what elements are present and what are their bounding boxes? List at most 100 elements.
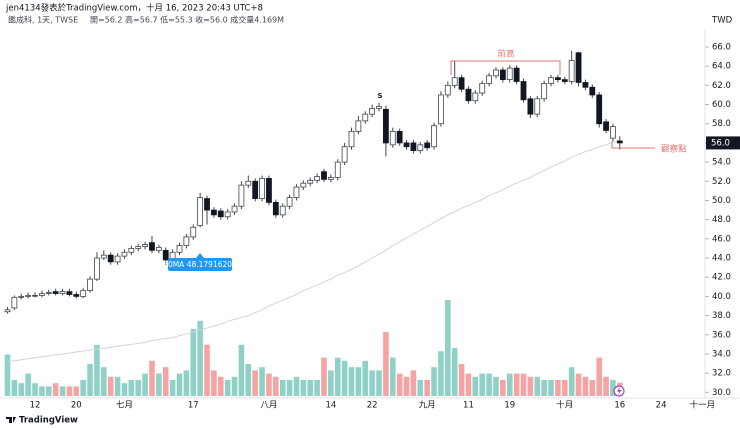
volume-bar xyxy=(369,370,375,396)
ma-label-box xyxy=(168,258,232,271)
candle-body xyxy=(424,142,431,149)
chart-title: jen4134發表於TradingView.com，十月 16, 2023 20… xyxy=(5,3,263,14)
volume-bar xyxy=(506,373,513,396)
y-tick-label: 58.0 xyxy=(712,119,731,129)
candle-body xyxy=(382,108,389,144)
volume-bar xyxy=(107,376,114,396)
volume-bar xyxy=(4,354,11,396)
volume-bar xyxy=(149,360,155,396)
candle-body xyxy=(355,120,362,132)
volume-bar xyxy=(486,373,492,396)
candle-body xyxy=(520,81,527,101)
prev-high-line xyxy=(450,60,561,75)
candle-body xyxy=(259,178,265,199)
volume-bar xyxy=(479,373,486,396)
candle-body xyxy=(327,177,334,180)
x-tick-label: 20 xyxy=(71,401,82,411)
volume-bar xyxy=(410,370,417,396)
volume-bar xyxy=(493,376,499,396)
y-tick-label: 44.0 xyxy=(712,254,731,264)
volume-bar xyxy=(520,373,527,396)
candle-body xyxy=(293,186,300,198)
x-tick-label: 19 xyxy=(504,401,515,411)
candle-body xyxy=(87,278,93,292)
volume-bar xyxy=(286,380,293,396)
candle-body xyxy=(321,171,327,180)
volume-bar xyxy=(45,386,52,396)
signal-marker: S xyxy=(377,92,382,100)
brand: TradingView xyxy=(19,416,78,426)
candle-body xyxy=(513,67,520,82)
currency: TWD xyxy=(711,16,733,26)
volume-bar xyxy=(403,376,410,396)
x-tick-label: 九月 xyxy=(419,401,436,411)
volume-bar xyxy=(610,380,616,396)
candle-body xyxy=(534,98,541,115)
volume-bar xyxy=(321,357,327,396)
volume-bar xyxy=(555,380,561,396)
candle-body xyxy=(45,292,52,294)
volume-bar xyxy=(603,376,609,396)
candle-body xyxy=(369,107,376,115)
volume-bar xyxy=(465,373,472,396)
watch-label: 觀察點 xyxy=(661,144,687,155)
volume-bar xyxy=(293,376,300,396)
candle-body xyxy=(575,52,582,83)
volume-bar xyxy=(314,380,320,396)
volume-bar xyxy=(513,373,520,396)
candle-body xyxy=(231,205,238,213)
volume-bar xyxy=(396,373,403,396)
plot-area xyxy=(4,50,623,363)
candle-body xyxy=(210,209,217,216)
candle-body xyxy=(252,180,259,199)
candle-body xyxy=(589,86,596,96)
candle-body xyxy=(183,236,190,246)
volume-bar xyxy=(328,370,334,396)
candle-body xyxy=(142,244,149,247)
volume-bar xyxy=(596,357,602,396)
candle-body xyxy=(403,142,410,148)
volume-bar xyxy=(18,383,25,396)
candle-body xyxy=(11,296,18,309)
candle-body xyxy=(100,254,107,259)
candle-body xyxy=(73,294,80,297)
event-icon-bolt xyxy=(617,387,622,395)
volume-bar xyxy=(334,357,341,396)
candle-body xyxy=(417,144,424,151)
volume-bar xyxy=(252,370,258,396)
volume-bar xyxy=(389,357,396,396)
y-tick-label: 62.0 xyxy=(712,81,731,91)
candle-body xyxy=(272,201,279,216)
volume-bar xyxy=(135,380,142,396)
candle-body xyxy=(555,77,561,81)
candle-body xyxy=(458,77,465,90)
candle-body xyxy=(190,226,197,238)
volume-bar xyxy=(273,376,279,396)
volume-bar xyxy=(128,380,135,396)
candle-body xyxy=(465,88,472,102)
y-tick-label: 40.0 xyxy=(712,292,731,302)
y-tick-label: 34.0 xyxy=(712,349,731,359)
volume-bar xyxy=(176,373,183,396)
volume-bar xyxy=(211,370,217,396)
x-tick-label: 17 xyxy=(188,401,199,411)
candle-body xyxy=(493,69,499,77)
volume-bar xyxy=(300,380,307,396)
last-price-box xyxy=(706,136,740,150)
volume-bar xyxy=(589,380,596,396)
last-price-label: 56.0 xyxy=(711,138,730,148)
volume-bar xyxy=(162,367,169,396)
x-tick-label: 24 xyxy=(656,401,667,411)
volume-bar xyxy=(417,380,424,396)
volume-pane xyxy=(4,300,623,396)
x-tick-label: 22 xyxy=(367,401,378,411)
candle-body xyxy=(266,178,272,203)
candle-body xyxy=(155,247,162,251)
candle-body xyxy=(541,83,548,100)
volume-bar xyxy=(59,386,66,396)
candle-body xyxy=(389,131,396,146)
candle-body xyxy=(307,179,314,184)
ma-label-pointer xyxy=(196,253,204,258)
